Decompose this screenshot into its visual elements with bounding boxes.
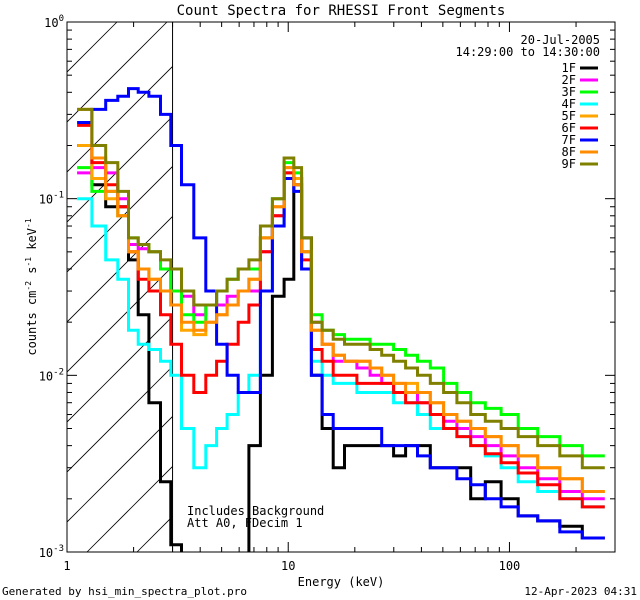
y-axis-label-kev: keV xyxy=(25,228,39,257)
axis-ticks xyxy=(66,21,616,553)
background-region-hatch xyxy=(67,22,173,552)
annotation-background: Includes Background xyxy=(187,504,324,518)
y-tick-label: 10-3 xyxy=(39,544,64,560)
hatch-line xyxy=(67,415,173,523)
annotation-attenuator: Att A0, FDecim 1 xyxy=(187,516,303,530)
legend-label-5F: 5F xyxy=(562,109,576,123)
hatch-line xyxy=(67,22,118,73)
hatch-line xyxy=(67,22,68,23)
legend-date: 20-Jul-2005 xyxy=(521,33,600,47)
plot-frame xyxy=(66,21,616,553)
series-layer xyxy=(77,87,605,552)
legend-label-1F: 1F xyxy=(562,61,576,75)
hatch-line xyxy=(67,165,173,273)
series-line-8F xyxy=(77,107,605,493)
y-tick-labels: 10-3 10-2 10-1 100 xyxy=(39,14,64,560)
footer-timestamp: 12-Apr-2023 04:31 xyxy=(524,585,637,598)
hatch-line xyxy=(67,365,173,473)
legend-label-7F: 7F xyxy=(562,133,576,147)
series-line-1F xyxy=(77,144,605,552)
hatch-line xyxy=(67,65,173,173)
legend-label-2F: 2F xyxy=(562,73,576,87)
series-line-7F xyxy=(77,87,605,540)
y-tick-label: 10-2 xyxy=(39,367,64,383)
y-axis-label-sup2: -1 xyxy=(24,257,33,267)
x-tick-label: 10 xyxy=(281,559,295,573)
x-tick-label: 1 xyxy=(63,559,70,573)
hatch-line xyxy=(67,315,173,423)
y-tick-label: 100 xyxy=(44,14,64,30)
legend-label-9F: 9F xyxy=(562,157,576,171)
chart-title: Count Spectra for RHESSI Front Segments xyxy=(177,3,506,19)
y-axis-label: counts cm-2 s-1 keV-1 xyxy=(24,218,39,355)
legend-label-8F: 8F xyxy=(562,145,576,159)
hatch-line xyxy=(67,265,173,373)
y-axis-label-s: s xyxy=(25,267,39,281)
legend-label-4F: 4F xyxy=(562,97,576,111)
footer-generated-by: Generated by hsi_min_spectra_plot.pro xyxy=(2,585,247,598)
series-line-9F xyxy=(77,107,605,470)
x-tick-label: 100 xyxy=(499,559,521,573)
series-line-5F xyxy=(77,144,605,493)
x-tick-labels: 1 10 100 xyxy=(63,559,520,573)
y-tick-label: 10-1 xyxy=(39,191,64,207)
legend-time-range: 14:29:00 to 14:30:00 xyxy=(456,45,601,59)
y-axis-label-main: counts cm xyxy=(25,291,39,356)
hatch-line xyxy=(67,215,173,323)
y-axis-label-sup3: -1 xyxy=(24,218,33,228)
legend-label-3F: 3F xyxy=(562,85,576,99)
series-line-3F xyxy=(77,161,605,458)
y-axis-label-sup1: -2 xyxy=(24,281,33,291)
x-axis-label: Energy (keV) xyxy=(298,575,385,589)
legend-label-6F: 6F xyxy=(562,121,576,135)
